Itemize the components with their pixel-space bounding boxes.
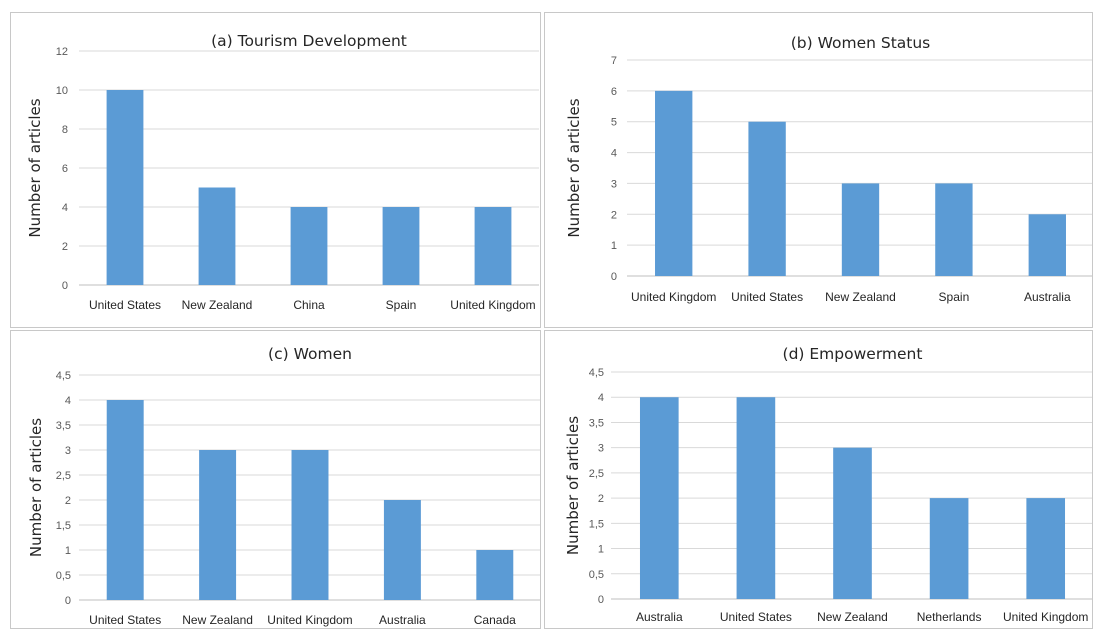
y-tick-label: 4: [598, 392, 604, 404]
bar: [1026, 498, 1066, 599]
x-tick-label: New Zealand: [182, 613, 253, 627]
bar: [929, 498, 969, 599]
bar: [290, 207, 328, 285]
bar: [383, 500, 421, 600]
bar: [639, 397, 679, 599]
x-tick-label: United Kingdom: [1003, 610, 1088, 624]
chart-title: (c) Women: [268, 345, 352, 363]
y-tick-label: 2: [62, 241, 68, 253]
bar: [474, 207, 512, 285]
x-tick-label: Spain: [386, 298, 417, 312]
bar: [736, 397, 776, 599]
y-tick-label: 6: [62, 163, 68, 175]
y-tick-label: 3,5: [589, 417, 604, 429]
y-tick-label: 4,5: [56, 370, 71, 382]
y-tick-label: 2,5: [589, 468, 604, 480]
y-tick-label: 0,5: [56, 570, 71, 582]
x-tick-label: United States: [89, 613, 161, 627]
chart-svg-a: 0 2 4 6 8 10 12 United States New Zealand China Sp…: [26, 32, 539, 312]
x-tick-label: United States: [720, 610, 792, 624]
y-tick-label: 2: [611, 209, 617, 221]
y-tick-label: 4: [62, 202, 68, 214]
bar: [198, 187, 236, 285]
y-tick-label: 1,5: [589, 518, 604, 530]
chart-panel-tourism-development: 0 2 4 6 8 10 12 United States New Zealand China Sp…: [10, 12, 541, 328]
bar: [841, 183, 880, 276]
y-tick-label: 0: [611, 271, 617, 283]
chart-panel-empowerment: 0 0,5 1 1,5 2 2,5 3 3,5 4 4,5 Australia United Stat…: [544, 330, 1093, 629]
y-tick-label: 0: [65, 595, 71, 607]
y-tick-label: 3: [598, 443, 604, 455]
x-tick-label: Australia: [379, 613, 426, 627]
chart-panel-women: 0 0,5 1 1,5 2 2,5 3 3,5 4 4,5 United States New Zea…: [10, 330, 541, 629]
y-tick-label: 0: [598, 594, 604, 606]
y-axis-label: Number of articles: [27, 418, 45, 557]
y-tick-label: 3: [65, 445, 71, 457]
y-tick-label: 6: [611, 86, 617, 98]
x-tick-label: Spain: [939, 290, 970, 304]
bar: [106, 400, 144, 600]
y-tick-label: 2,5: [56, 470, 71, 482]
x-tick-label: United States: [731, 290, 803, 304]
x-tick-label: New Zealand: [817, 610, 888, 624]
y-tick-label: 2: [65, 495, 71, 507]
bar: [382, 207, 420, 285]
y-tick-label: 0: [62, 280, 68, 292]
y-tick-label: 12: [56, 46, 68, 58]
chart-svg-d: 0 0,5 1 1,5 2 2,5 3 3,5 4 4,5 Australia United Stat…: [564, 345, 1092, 624]
x-tick-label: China: [293, 298, 325, 312]
y-tick-label: 4: [611, 148, 617, 160]
chart-svg-c: 0 0,5 1 1,5 2 2,5 3 3,5 4 4,5 United States New Zea…: [27, 345, 540, 627]
y-tick-label: 1,5: [56, 520, 71, 532]
x-tick-label: United States: [89, 298, 161, 312]
y-tick-label: 7: [611, 55, 617, 67]
bar: [476, 550, 514, 600]
y-tick-label: 1: [598, 544, 604, 556]
bar: [833, 447, 872, 599]
y-axis-label: Number of articles: [564, 416, 582, 555]
x-tick-label: Canada: [474, 613, 516, 627]
chart-title: (b) Women Status: [791, 34, 931, 52]
y-tick-label: 4,5: [589, 367, 604, 379]
y-tick-label: 8: [62, 124, 68, 136]
y-tick-label: 3: [611, 178, 617, 190]
chart-title: (a) Tourism Development: [211, 32, 407, 50]
y-tick-label: 10: [56, 85, 68, 97]
x-tick-label: Australia: [636, 610, 683, 624]
chart-panel-women-status: 0 1 2 3 4 5 6 7 United Kingdom United States New Z…: [544, 12, 1093, 328]
y-tick-label: 0,5: [589, 569, 604, 581]
y-tick-label: 1: [65, 545, 71, 557]
bar: [291, 450, 329, 600]
bar: [748, 121, 786, 276]
bar: [199, 450, 237, 600]
chart-title: (d) Empowerment: [783, 345, 923, 363]
bar: [935, 183, 973, 276]
x-tick-label: United Kingdom: [267, 613, 352, 627]
y-tick-label: 3,5: [56, 420, 71, 432]
y-axis-label: Number of articles: [26, 98, 44, 237]
bar: [1028, 214, 1066, 276]
x-tick-label: Australia: [1024, 290, 1071, 304]
x-tick-label: New Zealand: [825, 290, 896, 304]
chart-svg-b: 0 1 2 3 4 5 6 7 United Kingdom United States New Z…: [565, 34, 1092, 304]
y-tick-label: 1: [611, 240, 617, 252]
y-axis-label: Number of articles: [565, 98, 583, 237]
x-tick-label: United Kingdom: [450, 298, 535, 312]
x-tick-label: New Zealand: [182, 298, 253, 312]
y-tick-label: 4: [65, 395, 71, 407]
bar: [106, 90, 144, 285]
y-tick-label: 2: [598, 493, 604, 505]
y-tick-label: 5: [611, 117, 617, 129]
x-tick-label: United Kingdom: [631, 290, 716, 304]
bar: [655, 90, 693, 276]
x-tick-label: Netherlands: [917, 610, 982, 624]
